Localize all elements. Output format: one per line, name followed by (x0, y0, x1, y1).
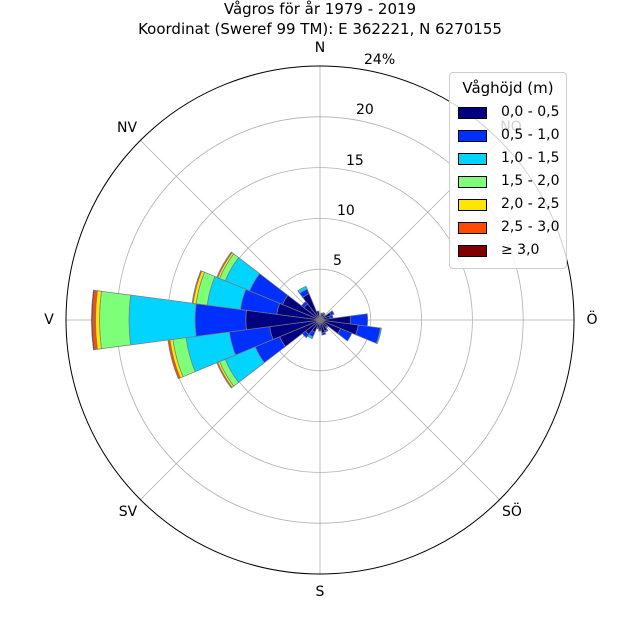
legend-swatch (458, 245, 487, 257)
direction-o: Ö (586, 310, 597, 328)
legend-swatch (458, 130, 487, 142)
direction-v: V (44, 312, 54, 328)
direction-so: SÖ (502, 502, 522, 520)
legend-swatch (458, 199, 487, 211)
sector-bar-segment (91, 289, 95, 351)
sector-bar-segment (329, 310, 335, 316)
legend-title: Våghöjd (m) (462, 79, 554, 97)
direction-s: S (316, 584, 325, 600)
grid-spoke (140, 140, 321, 321)
sector-bars (91, 251, 382, 389)
legend-label: 0,5 - 1,0 (501, 127, 560, 143)
sector-bar-segment (321, 331, 327, 336)
sector-bar-segment (322, 312, 326, 315)
sector-bar-segment (375, 327, 382, 345)
direction-sv: SV (119, 504, 138, 520)
sector-bar-segment (337, 328, 353, 342)
legend-swatch (458, 176, 487, 188)
sector-bar-segment (216, 251, 233, 279)
legend-label: 1,0 - 1,5 (501, 150, 560, 166)
sector-bar-segment (316, 310, 321, 321)
radial-tick-24: 24% (364, 52, 395, 68)
radial-tick-20: 20 (356, 102, 374, 118)
radial-tick-10: 10 (337, 203, 355, 219)
radial-tick-15: 15 (346, 153, 364, 169)
legend-label: 0,0 - 0,5 (501, 104, 560, 120)
legend: Våghöjd (m) 0,0 - 0,5 0,5 - 1,0 1,0 - 1,… (449, 72, 567, 269)
grid-spoke (140, 319, 321, 500)
sector-bar-segment (128, 294, 197, 346)
chart-title: Vågros för år 1979 - 2019 (223, 0, 417, 18)
radial-tick-labels: 5 10 15 20 24% (333, 52, 395, 269)
plot-outline (65, 65, 575, 575)
direction-nv: NV (117, 120, 137, 136)
grid-spoke (319, 319, 500, 500)
legend-swatch (458, 222, 487, 234)
sector-bar-segment (318, 329, 322, 332)
sector-bar-segment (297, 285, 308, 294)
legend-swatch (458, 107, 487, 119)
radial-tick-5: 5 (333, 253, 342, 269)
legend-swatch (458, 153, 487, 165)
chart-subtitle: Koordinat (Sweref 99 TM): E 362221, N 62… (138, 20, 502, 38)
legend-label: 2,5 - 3,0 (501, 219, 560, 235)
legend-label: ≥ 3,0 (501, 242, 540, 258)
sector-bar-segment (191, 270, 203, 304)
sector-bar-segment (99, 290, 132, 350)
legend-label: 2,0 - 2,5 (501, 196, 560, 212)
direction-n: N (315, 40, 325, 56)
legend-label: 1,5 - 2,0 (501, 173, 560, 189)
